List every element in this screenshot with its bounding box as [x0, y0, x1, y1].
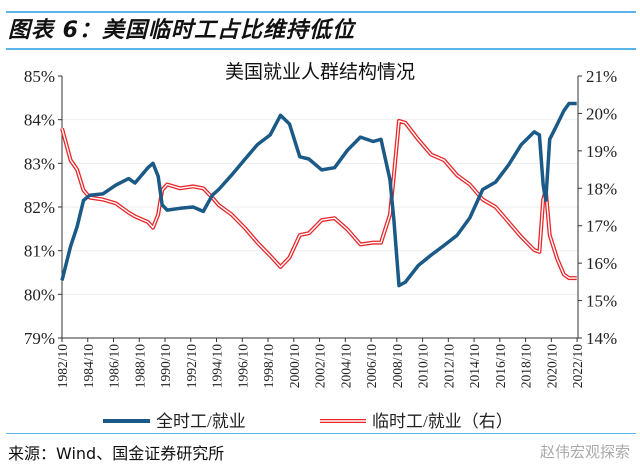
x-tick-label: 1990/10: [158, 344, 173, 389]
x-tick-label: 2016/10: [493, 344, 508, 389]
source-note: 来源：Wind、国金证券研究所: [8, 444, 225, 463]
y-tick-label: 80%: [24, 285, 55, 304]
x-tick-label: 2022/10: [570, 344, 585, 389]
y-tick-label: 79%: [24, 329, 55, 348]
y2-tick-label: 14%: [586, 329, 617, 348]
source-rule: [6, 433, 636, 434]
legend-full-time-label: 全时工/就业: [156, 412, 246, 431]
x-tick-label: 2008/10: [390, 344, 405, 389]
chart-title: 美国就业人群结构情况: [225, 61, 415, 83]
x-tick-label: 1982/10: [55, 344, 70, 389]
x-tick-label: 2002/10: [313, 344, 328, 389]
y2-tick-label: 20%: [586, 104, 617, 123]
top-rule: [6, 11, 636, 13]
y-tick-label: 85%: [24, 67, 55, 86]
x-tick-label: 2018/10: [519, 344, 534, 389]
x-tick-label: 2000/10: [287, 344, 302, 389]
title-rule: [6, 48, 636, 50]
y-tick-label: 81%: [24, 242, 55, 261]
y-tick-label: 83%: [24, 154, 55, 173]
part-time-line-inner: [61, 120, 577, 279]
y2-tick-label: 16%: [586, 254, 617, 273]
watermark: 赵伟宏观探索: [539, 443, 630, 461]
x-tick-label: 1998/10: [261, 344, 276, 389]
y2-tick-label: 15%: [586, 292, 617, 311]
x-tick-label: 2004/10: [338, 344, 353, 389]
x-tick-label: 2012/10: [441, 344, 456, 389]
y2-tick-label: 21%: [586, 67, 617, 86]
y2-tick-label: 18%: [586, 179, 617, 198]
y2-tick-label: 17%: [586, 217, 617, 236]
part-time-line: [60, 118, 577, 281]
legend-part-time-label: 临时工/就业（右）: [372, 412, 513, 431]
x-tick-label: 1984/10: [81, 344, 96, 389]
x-tick-label: 1992/10: [184, 344, 199, 389]
x-tick-label: 1988/10: [132, 344, 147, 389]
y-tick-label: 84%: [24, 111, 55, 130]
y-tick-label: 82%: [24, 198, 55, 217]
x-tick-label: 1994/10: [210, 344, 225, 389]
x-tick-label: 1986/10: [107, 344, 122, 389]
x-tick-label: 2010/10: [416, 344, 431, 389]
y2-tick-label: 19%: [586, 142, 617, 161]
x-tick-label: 2006/10: [364, 344, 379, 389]
full-time-line: [60, 101, 577, 288]
x-tick-label: 2014/10: [467, 344, 482, 389]
x-tick-label: 2020/10: [544, 344, 559, 389]
figure-title: 图表 6：美国临时工占比维持低位: [8, 18, 355, 43]
x-tick-label: 1996/10: [235, 344, 250, 389]
